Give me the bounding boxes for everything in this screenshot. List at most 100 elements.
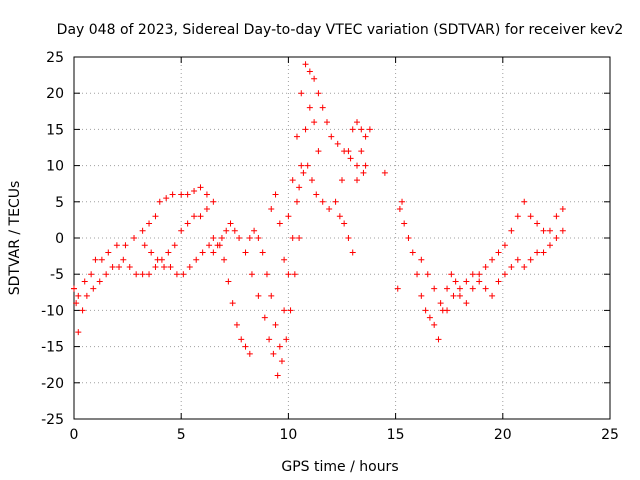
data-point [302, 126, 309, 133]
series-track-c [141, 235, 253, 357]
data-point [233, 321, 240, 328]
data-point [71, 285, 77, 292]
data-point [169, 191, 176, 198]
data-point [354, 119, 361, 126]
data-point [431, 285, 438, 292]
data-point [362, 162, 369, 169]
data-point [360, 169, 367, 176]
data-point [113, 242, 120, 249]
data-point [268, 206, 275, 213]
data-point [354, 162, 361, 169]
y-tick-label: 0 [55, 231, 64, 247]
data-point [272, 191, 279, 198]
data-point [418, 256, 425, 263]
data-point [495, 278, 502, 285]
data-point [306, 68, 313, 75]
data-point [229, 300, 236, 307]
data-point [90, 285, 97, 292]
data-point [424, 271, 431, 278]
data-point [152, 213, 159, 220]
data-point [191, 213, 198, 220]
data-point [448, 271, 455, 278]
data-point [92, 256, 99, 263]
data-point [231, 227, 238, 234]
data-point [469, 285, 476, 292]
data-point [131, 235, 138, 241]
data-point [501, 271, 508, 278]
data-point [540, 249, 547, 256]
data-point [323, 119, 330, 126]
data-point [508, 263, 515, 270]
data-point [251, 227, 258, 234]
data-point [221, 256, 228, 263]
data-point [272, 321, 279, 328]
data-point [248, 271, 255, 278]
series-track-h [336, 148, 406, 292]
data-point [152, 263, 159, 270]
y-tick-label: 15 [46, 122, 64, 138]
data-point [139, 271, 146, 278]
data-point [435, 336, 442, 343]
data-point [167, 263, 174, 270]
data-point [527, 213, 534, 220]
series-track-g [296, 119, 373, 213]
data-point [396, 206, 403, 213]
data-point [120, 256, 127, 263]
data-point [553, 235, 560, 241]
data-point [285, 271, 292, 278]
data-point [116, 263, 123, 270]
series-track-e [246, 104, 322, 350]
data-point [79, 307, 86, 314]
data-point [246, 235, 253, 241]
data-point [210, 235, 217, 241]
data-point [193, 256, 200, 263]
data-point [206, 242, 213, 249]
data-point [381, 169, 388, 176]
data-point [469, 271, 476, 278]
data-point [266, 336, 273, 343]
y-tick-label: -5 [50, 267, 64, 283]
data-point [75, 329, 82, 336]
data-point [293, 133, 300, 140]
data-point [349, 249, 356, 256]
data-point [197, 184, 204, 191]
y-tick-label: 20 [46, 86, 64, 102]
data-point [315, 90, 322, 97]
data-point [73, 300, 80, 307]
x-tick-label: 25 [601, 427, 619, 443]
y-tick-label: -15 [41, 340, 64, 356]
data-point [319, 198, 326, 205]
data-point [184, 191, 191, 198]
data-point [319, 104, 326, 111]
data-point [534, 220, 541, 227]
data-point [304, 162, 311, 169]
data-point [103, 271, 110, 278]
data-point [326, 206, 333, 213]
data-point [223, 227, 230, 234]
data-point [199, 249, 206, 256]
series-track-i [396, 198, 566, 343]
data-point [163, 195, 170, 202]
data-point [133, 271, 140, 278]
data-point [463, 278, 470, 285]
grid [74, 57, 610, 419]
data-point [444, 307, 451, 314]
data-point [345, 235, 352, 241]
chart-title: Day 048 of 2023, Sidereal Day-to-day VTE… [57, 22, 624, 38]
data-point [339, 177, 345, 184]
data-point [431, 321, 438, 328]
data-point [437, 300, 444, 307]
data-point [394, 285, 401, 292]
y-tick-label: -20 [41, 376, 64, 392]
y-tick-label: 25 [46, 50, 64, 66]
data-point [298, 90, 305, 97]
data-point [315, 148, 322, 155]
data-point [358, 126, 365, 133]
data-point [259, 249, 266, 256]
data-point [306, 104, 313, 111]
data-point [463, 300, 470, 307]
data-point [414, 271, 421, 278]
data-point [302, 61, 309, 68]
data-point [456, 292, 463, 299]
data-point [489, 292, 496, 299]
